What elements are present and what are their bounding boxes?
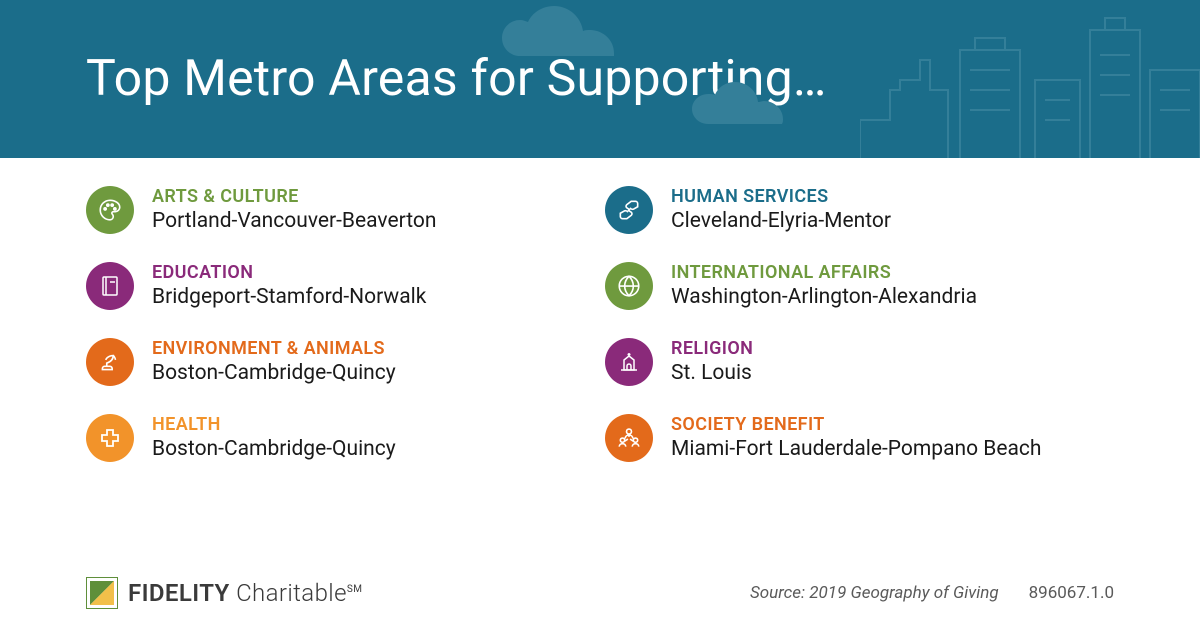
- leafhand-icon: [86, 338, 134, 386]
- category-item-edu: EDUCATIONBridgeport-Stamford-Norwalk: [86, 262, 595, 310]
- category-label: SOCIETY BENEFIT: [671, 414, 1042, 436]
- category-text-arts: ARTS & CULTUREPortland-Vancouver-Beavert…: [152, 186, 436, 233]
- category-text-edu: EDUCATIONBridgeport-Stamford-Norwalk: [152, 262, 426, 309]
- hands-icon: [605, 186, 653, 234]
- category-text-health: HEALTHBoston-Cambridge-Quincy: [152, 414, 396, 461]
- church-icon: [605, 338, 653, 386]
- metro-area: Boston-Cambridge-Quincy: [152, 437, 396, 461]
- category-text-society: SOCIETY BENEFITMiami-Fort Lauderdale-Pom…: [671, 414, 1042, 461]
- category-text-intl: INTERNATIONAL AFFAIRSWashington-Arlingto…: [671, 262, 977, 309]
- metro-area: St. Louis: [671, 361, 753, 385]
- category-label: ARTS & CULTURE: [152, 186, 436, 208]
- brand-service-mark: SM: [347, 584, 362, 595]
- category-item-health: HEALTHBoston-Cambridge-Quincy: [86, 414, 595, 462]
- metro-area: Portland-Vancouver-Beaverton: [152, 209, 436, 233]
- metro-area: Washington-Arlington-Alexandria: [671, 285, 977, 309]
- cloud-decoration-2: [690, 82, 790, 134]
- fidelity-mark-icon: [86, 577, 118, 609]
- brand-logo-text: FIDELITY CharitableSM: [128, 579, 362, 607]
- category-label: HUMAN SERVICES: [671, 186, 891, 208]
- palette-icon: [86, 186, 134, 234]
- brand-sub: Charitable: [236, 579, 347, 607]
- category-item-env: ENVIRONMENT & ANIMALSBoston-Cambridge-Qu…: [86, 338, 595, 386]
- metro-area: Boston-Cambridge-Quincy: [152, 361, 396, 385]
- cloud-decoration-1: [500, 6, 620, 68]
- cross-icon: [86, 414, 134, 462]
- category-label: RELIGION: [671, 338, 753, 360]
- categories-grid: ARTS & CULTUREPortland-Vancouver-Beavert…: [0, 158, 1200, 490]
- brand-logo: FIDELITY CharitableSM: [86, 577, 362, 609]
- category-text-human: HUMAN SERVICESCleveland-Elyria-Mentor: [671, 186, 891, 233]
- category-item-human: HUMAN SERVICESCleveland-Elyria-Mentor: [605, 186, 1114, 234]
- book-icon: [86, 262, 134, 310]
- category-text-env: ENVIRONMENT & ANIMALSBoston-Cambridge-Qu…: [152, 338, 396, 385]
- source-label: Source: 2019 Geography of Giving: [750, 583, 999, 603]
- header-banner: Top Metro Areas for Supporting…: [0, 0, 1200, 158]
- people-icon: [605, 414, 653, 462]
- category-item-arts: ARTS & CULTUREPortland-Vancouver-Beavert…: [86, 186, 595, 234]
- metro-area: Miami-Fort Lauderdale-Pompano Beach: [671, 437, 1042, 461]
- category-label: INTERNATIONAL AFFAIRS: [671, 262, 977, 284]
- source-line: Source: 2019 Geography of Giving 896067.…: [750, 583, 1114, 603]
- document-id: 896067.1.0: [1029, 583, 1114, 603]
- footer: FIDELITY CharitableSM Source: 2019 Geogr…: [0, 570, 1200, 628]
- category-text-relig: RELIGIONSt. Louis: [671, 338, 753, 385]
- metro-area: Bridgeport-Stamford-Norwalk: [152, 285, 426, 309]
- category-item-society: SOCIETY BENEFITMiami-Fort Lauderdale-Pom…: [605, 414, 1114, 462]
- skyline-decoration: [860, 0, 1200, 158]
- category-item-relig: RELIGIONSt. Louis: [605, 338, 1114, 386]
- category-label: ENVIRONMENT & ANIMALS: [152, 338, 396, 360]
- globe-icon: [605, 262, 653, 310]
- category-item-intl: INTERNATIONAL AFFAIRSWashington-Arlingto…: [605, 262, 1114, 310]
- brand-name: FIDELITY: [128, 579, 230, 607]
- metro-area: Cleveland-Elyria-Mentor: [671, 209, 891, 233]
- category-label: HEALTH: [152, 414, 396, 436]
- category-label: EDUCATION: [152, 262, 426, 284]
